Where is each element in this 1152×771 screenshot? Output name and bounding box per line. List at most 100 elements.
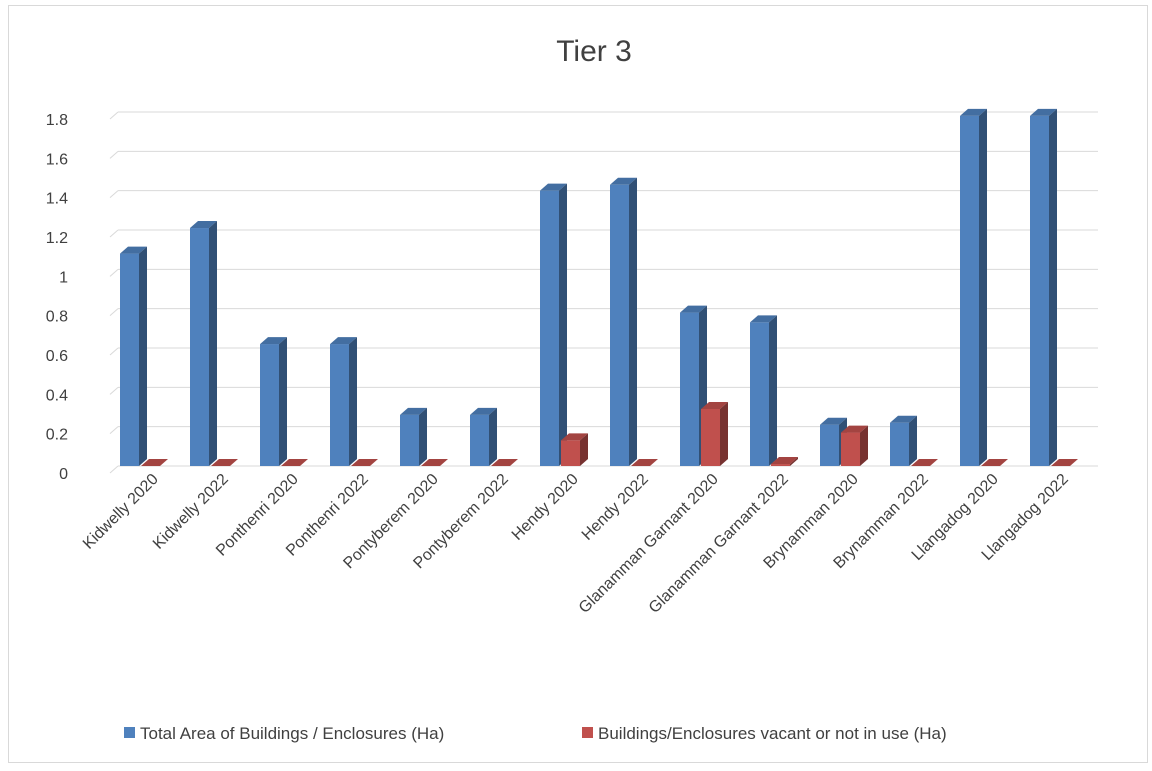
gridline-depth xyxy=(109,111,119,120)
bar-side xyxy=(860,425,868,466)
gridline-depth xyxy=(109,229,119,238)
bar-side xyxy=(559,183,567,466)
bar xyxy=(561,433,588,466)
legend-label: Total Area of Buildings / Enclosures (Ha… xyxy=(140,724,444,743)
bar-top xyxy=(400,407,427,415)
bar-side xyxy=(790,457,798,466)
y-tick-label: 1.6 xyxy=(46,151,68,168)
bar-top xyxy=(190,221,217,229)
y-tick-label: 1.2 xyxy=(46,230,68,247)
y-tick-label: 0 xyxy=(59,466,68,483)
x-tick-label: Glanamman Garnant 2020 xyxy=(576,471,722,617)
gridline-depth xyxy=(109,190,119,199)
bar xyxy=(750,315,777,466)
bar-front xyxy=(540,190,559,466)
bar xyxy=(701,401,728,466)
bar xyxy=(610,177,637,466)
bar-front xyxy=(610,184,629,466)
bar-top xyxy=(281,459,308,466)
y-tick-label: 0.4 xyxy=(46,387,68,404)
bar xyxy=(1051,459,1078,467)
bar-side xyxy=(489,407,497,466)
bar-top xyxy=(610,177,637,185)
bar-front xyxy=(680,312,699,466)
bar-side xyxy=(909,415,917,466)
bar-front xyxy=(470,414,489,466)
bar xyxy=(260,337,287,466)
bar-top xyxy=(491,459,518,466)
x-tick-label: Hendy 2022 xyxy=(579,471,652,544)
bar-side xyxy=(139,246,147,466)
bar-top xyxy=(120,246,147,254)
bar-top xyxy=(260,337,287,345)
bar-side xyxy=(349,337,357,466)
bar-top xyxy=(330,337,357,345)
chart-title: Tier 3 xyxy=(556,35,632,68)
bar-front xyxy=(960,115,979,466)
y-tick-label: 1.4 xyxy=(46,191,68,208)
bar-front xyxy=(120,253,139,466)
bar-side xyxy=(769,315,777,466)
bar-front xyxy=(1030,115,1049,466)
bar xyxy=(631,459,658,467)
bar xyxy=(211,459,238,467)
bar-top xyxy=(470,407,497,415)
bar-front xyxy=(890,422,909,466)
legend-item: Buildings/Enclosures vacant or not in us… xyxy=(582,724,947,743)
bar-top xyxy=(981,459,1008,466)
bar-front xyxy=(771,464,790,466)
bar-front xyxy=(841,432,860,466)
bar-top xyxy=(841,425,868,433)
legend-swatch xyxy=(124,727,135,738)
bar xyxy=(120,246,147,466)
bar-side xyxy=(209,221,217,466)
legend-swatch xyxy=(582,727,593,738)
bar xyxy=(911,459,938,467)
gridline-depth xyxy=(109,150,119,159)
gridline-depth xyxy=(109,426,119,435)
bar xyxy=(960,108,987,466)
bar xyxy=(421,459,448,467)
gridline-depth xyxy=(109,268,119,277)
bar xyxy=(141,459,168,467)
bar-front xyxy=(701,408,720,466)
bar-side xyxy=(1049,108,1057,466)
gridline-depth xyxy=(109,465,119,474)
bar-top xyxy=(750,315,777,323)
bar-front xyxy=(400,414,419,466)
bar-side xyxy=(720,401,728,466)
bar-front xyxy=(190,228,209,466)
y-tick-label: 0.8 xyxy=(46,309,68,326)
bar xyxy=(540,183,567,466)
bar xyxy=(351,459,378,467)
bar xyxy=(400,407,427,466)
bar-top xyxy=(561,433,588,441)
bar xyxy=(841,425,868,466)
bar-side xyxy=(279,337,287,466)
y-tick-label: 0.6 xyxy=(46,348,68,365)
bar-front xyxy=(260,344,279,466)
bar-front xyxy=(750,322,769,466)
bar-front xyxy=(561,440,580,466)
bar-front xyxy=(820,424,839,466)
bar-top xyxy=(351,459,378,466)
bar-side xyxy=(629,177,637,466)
bar-top xyxy=(540,183,567,191)
bar-top xyxy=(960,108,987,116)
legend: Total Area of Buildings / Enclosures (Ha… xyxy=(124,724,947,743)
bar xyxy=(981,459,1008,467)
gridlines xyxy=(109,111,1098,474)
bar xyxy=(190,221,217,466)
y-tick-label: 0.2 xyxy=(46,427,68,444)
gridline-depth xyxy=(109,308,119,317)
bar-top xyxy=(890,415,917,423)
bar-side xyxy=(580,433,588,466)
bar xyxy=(491,459,518,467)
legend-item: Total Area of Buildings / Enclosures (Ha… xyxy=(124,724,444,743)
gridline-depth xyxy=(109,386,119,395)
x-tick-label: Glanamman Garnant 2022 xyxy=(646,471,792,617)
bar-top xyxy=(1051,459,1078,466)
bars xyxy=(120,108,1078,467)
bar-top xyxy=(421,459,448,466)
bar-side xyxy=(419,407,427,466)
